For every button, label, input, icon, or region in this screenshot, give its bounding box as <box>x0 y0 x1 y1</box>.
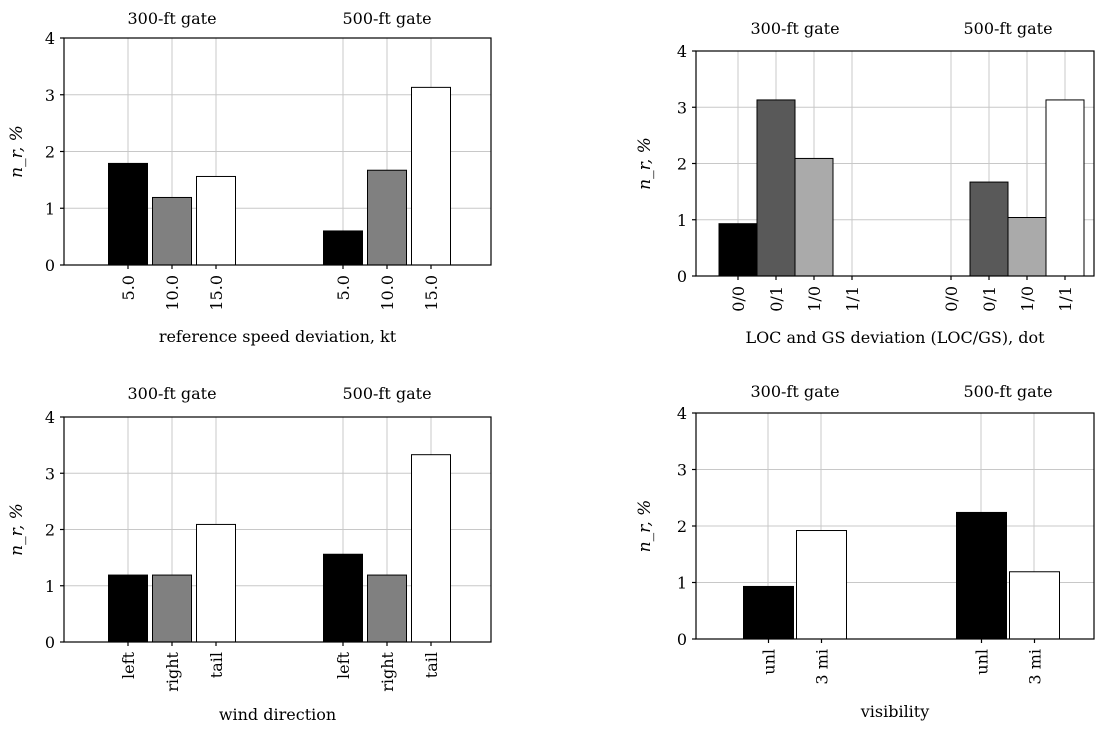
y-axis-label: n_r, % <box>7 503 27 556</box>
chart-panel-3: 0 1 2 3 4 left right tail 300-ft gate left right ta… <box>7 384 492 724</box>
bar <box>367 169 407 266</box>
bar <box>411 454 451 643</box>
bar <box>196 175 236 266</box>
y-tick-label: 1 <box>45 199 55 218</box>
x-category-label: 0/0 <box>729 286 748 312</box>
gate-title: 500-ft gate <box>342 9 431 28</box>
y-tick-label: 4 <box>45 29 55 48</box>
y-tick-label: 4 <box>677 404 687 423</box>
x-category-label: 10.0 <box>378 275 397 311</box>
bar <box>323 230 363 266</box>
x-category-label: 1/0 <box>1018 286 1037 312</box>
y-axis-label: n_r, % <box>635 137 655 190</box>
plot-frame <box>63 416 492 643</box>
y-tick-label: 2 <box>45 521 55 540</box>
bar <box>196 523 236 643</box>
y-tick-label: 3 <box>45 464 55 483</box>
bar <box>796 530 847 640</box>
x-category-label: 1/1 <box>1056 286 1075 312</box>
x-category-label: unl <box>973 649 992 675</box>
bar <box>108 574 148 643</box>
bar <box>1009 571 1060 640</box>
x-category-label: 15.0 <box>422 275 441 311</box>
chart-panel-4: 0 1 2 3 4 unl 3 mi 300-ft gate unl 3 mi 500-ft gat… <box>635 382 1095 721</box>
y-tick-label: 2 <box>677 517 687 536</box>
x-axis-label: wind direction <box>219 705 336 724</box>
y-tick-label: 4 <box>677 42 687 61</box>
x-category-label: left <box>119 651 138 679</box>
gate-title: 300-ft gate <box>750 382 839 401</box>
bar <box>1045 99 1085 277</box>
x-category-label: right <box>378 651 397 691</box>
chart-panel-2: 0 1 2 3 4 0/0 0/1 1/0 1/1 300-ft gate 0/0 0/1 1/0 1/1… <box>635 19 1095 347</box>
bar <box>108 162 148 266</box>
y-tick-label: 0 <box>45 633 55 652</box>
bar <box>743 585 794 640</box>
bar <box>152 574 192 643</box>
bar <box>1007 217 1047 277</box>
x-category-label: 3 mi <box>1026 649 1045 685</box>
bar <box>956 511 1007 640</box>
bar <box>411 86 451 266</box>
x-category-label: 3 mi <box>813 649 832 685</box>
x-category-label: 0/0 <box>942 286 961 312</box>
y-tick-label: 3 <box>677 98 687 117</box>
y-tick-label: 2 <box>45 143 55 162</box>
y-tick-label: 0 <box>677 267 687 286</box>
plot-frame <box>695 50 1095 277</box>
x-category-label: 0/1 <box>767 286 786 312</box>
x-axis-label: LOC and GS deviation (LOC/GS), dot <box>745 328 1045 347</box>
x-category-label: right <box>163 651 182 691</box>
gate-title: 500-ft gate <box>963 382 1052 401</box>
y-tick-label: 4 <box>45 408 55 427</box>
x-category-label: tail <box>207 652 226 678</box>
bar <box>367 574 407 643</box>
y-tick-label: 1 <box>677 211 687 230</box>
y-tick-label: 0 <box>45 256 55 275</box>
plot-frame <box>695 412 1095 640</box>
y-axis-label: n_r, % <box>635 500 655 553</box>
plot-frame <box>63 37 492 266</box>
bar <box>718 223 758 277</box>
x-category-label: 1/1 <box>843 286 862 312</box>
y-tick-label: 0 <box>677 630 687 649</box>
x-axis-label: reference speed deviation, kt <box>159 327 397 346</box>
x-axis-label: visibility <box>860 702 930 721</box>
y-axis-label: n_r, % <box>7 125 27 178</box>
bar <box>323 553 363 643</box>
gate-title: 500-ft gate <box>342 384 431 403</box>
gate-title: 300-ft gate <box>127 384 216 403</box>
x-category-label: left <box>334 651 353 679</box>
x-category-label: 10.0 <box>163 275 182 311</box>
gate-title: 300-ft gate <box>750 19 839 38</box>
chart-panel-1: 0 1 2 3 4 5.0 10.0 15.0 300-ft gate 5.0 10.0 15.0 50… <box>7 9 492 346</box>
x-category-label: unl <box>760 649 779 675</box>
y-tick-label: 1 <box>677 574 687 593</box>
bar <box>794 157 834 277</box>
y-tick-label: 2 <box>677 155 687 174</box>
y-tick-label: 1 <box>45 577 55 596</box>
gate-title: 500-ft gate <box>963 19 1052 38</box>
gate-title: 300-ft gate <box>127 9 216 28</box>
bar <box>969 181 1009 277</box>
y-tick-label: 3 <box>677 461 687 480</box>
y-tick-label: 3 <box>45 86 55 105</box>
bar <box>152 196 192 266</box>
x-category-label: 1/0 <box>805 286 824 312</box>
x-category-label: tail <box>422 652 441 678</box>
x-category-label: 0/1 <box>980 286 999 312</box>
bar <box>756 99 796 277</box>
x-category-label: 5.0 <box>119 275 138 300</box>
x-category-label: 5.0 <box>334 275 353 300</box>
x-category-label: 15.0 <box>207 275 226 311</box>
